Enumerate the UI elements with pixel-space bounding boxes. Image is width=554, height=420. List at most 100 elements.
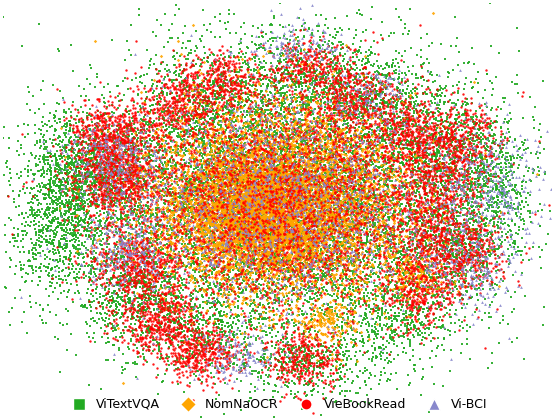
VieBookRead xyxy=(137,245,146,252)
VieBookRead xyxy=(367,222,376,228)
VieBookRead xyxy=(449,160,458,166)
ViTextVQA xyxy=(261,126,270,133)
Vi-BCI xyxy=(124,238,133,245)
Vi-BCI xyxy=(110,217,119,223)
ViTextVQA xyxy=(316,310,325,317)
ViTextVQA xyxy=(312,142,321,149)
ViTextVQA xyxy=(165,174,173,181)
ViTextVQA xyxy=(437,218,446,225)
Vi-BCI xyxy=(469,145,478,152)
VieBookRead xyxy=(111,184,120,190)
Vi-BCI xyxy=(240,208,249,215)
Vi-BCI xyxy=(166,274,175,281)
ViTextVQA xyxy=(248,137,257,144)
VieBookRead xyxy=(432,157,441,164)
NomNaOCR xyxy=(248,215,257,221)
ViTextVQA xyxy=(279,176,288,182)
ViTextVQA xyxy=(70,162,79,169)
Vi-BCI xyxy=(458,221,467,228)
VieBookRead xyxy=(189,347,198,354)
ViTextVQA xyxy=(142,308,151,315)
ViTextVQA xyxy=(267,50,276,57)
VieBookRead xyxy=(266,195,275,202)
ViTextVQA xyxy=(206,20,215,27)
NomNaOCR xyxy=(361,192,370,199)
VieBookRead xyxy=(294,251,302,258)
ViTextVQA xyxy=(233,278,242,285)
ViTextVQA xyxy=(178,206,187,213)
NomNaOCR xyxy=(338,254,347,261)
ViTextVQA xyxy=(229,239,238,245)
ViTextVQA xyxy=(199,133,208,140)
ViTextVQA xyxy=(83,227,91,234)
ViTextVQA xyxy=(494,235,503,242)
ViTextVQA xyxy=(199,273,208,280)
VieBookRead xyxy=(131,178,140,185)
VieBookRead xyxy=(409,262,418,268)
VieBookRead xyxy=(352,88,361,94)
VieBookRead xyxy=(155,335,164,342)
VieBookRead xyxy=(172,300,181,307)
ViTextVQA xyxy=(393,96,402,103)
ViTextVQA xyxy=(335,83,344,89)
NomNaOCR xyxy=(216,219,224,226)
NomNaOCR xyxy=(329,218,338,224)
ViTextVQA xyxy=(259,216,268,223)
NomNaOCR xyxy=(183,203,192,210)
VieBookRead xyxy=(249,260,258,266)
NomNaOCR xyxy=(207,232,216,239)
ViTextVQA xyxy=(432,255,441,261)
Vi-BCI xyxy=(491,139,500,146)
VieBookRead xyxy=(250,244,259,250)
ViTextVQA xyxy=(208,178,217,185)
Vi-BCI xyxy=(355,192,364,199)
Vi-BCI xyxy=(349,180,358,187)
ViTextVQA xyxy=(259,209,268,215)
NomNaOCR xyxy=(280,186,289,193)
VieBookRead xyxy=(306,259,315,265)
ViTextVQA xyxy=(101,247,110,254)
ViTextVQA xyxy=(248,39,257,45)
NomNaOCR xyxy=(329,317,338,324)
ViTextVQA xyxy=(216,145,224,152)
ViTextVQA xyxy=(286,341,295,348)
ViTextVQA xyxy=(406,244,414,251)
ViTextVQA xyxy=(184,228,193,234)
ViTextVQA xyxy=(307,222,316,228)
ViTextVQA xyxy=(351,61,360,68)
VieBookRead xyxy=(308,62,317,68)
NomNaOCR xyxy=(212,205,220,211)
ViTextVQA xyxy=(112,180,121,186)
NomNaOCR xyxy=(265,159,274,165)
Vi-BCI xyxy=(273,102,282,109)
ViTextVQA xyxy=(111,333,120,340)
ViTextVQA xyxy=(227,120,235,126)
ViTextVQA xyxy=(313,274,322,281)
ViTextVQA xyxy=(67,331,76,338)
NomNaOCR xyxy=(260,198,269,205)
ViTextVQA xyxy=(96,162,105,168)
ViTextVQA xyxy=(394,88,403,94)
ViTextVQA xyxy=(98,164,107,171)
VieBookRead xyxy=(408,300,417,307)
ViTextVQA xyxy=(172,126,181,133)
NomNaOCR xyxy=(342,226,351,232)
VieBookRead xyxy=(101,257,110,264)
ViTextVQA xyxy=(158,378,167,384)
ViTextVQA xyxy=(280,136,289,142)
VieBookRead xyxy=(329,229,338,236)
Vi-BCI xyxy=(487,195,496,202)
NomNaOCR xyxy=(222,270,230,277)
ViTextVQA xyxy=(297,126,306,133)
ViTextVQA xyxy=(488,105,496,111)
VieBookRead xyxy=(92,176,101,182)
NomNaOCR xyxy=(275,290,284,297)
VieBookRead xyxy=(194,210,203,217)
NomNaOCR xyxy=(172,144,181,151)
ViTextVQA xyxy=(480,181,489,188)
ViTextVQA xyxy=(463,260,472,267)
ViTextVQA xyxy=(238,252,247,259)
NomNaOCR xyxy=(371,207,380,213)
Vi-BCI xyxy=(338,79,347,86)
VieBookRead xyxy=(206,183,214,189)
